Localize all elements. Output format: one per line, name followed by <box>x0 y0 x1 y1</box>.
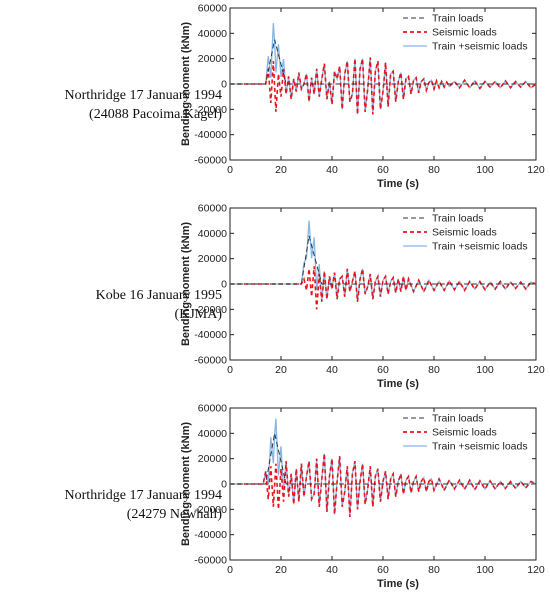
legend: Train loads Seismic loads Train +seismic l… <box>403 13 528 53</box>
chart-panel-1: Northridge 17 January 1994 (24088 Pacoima… <box>65 3 545 191</box>
y-tick-label: 0 <box>221 279 227 291</box>
earthquake-label: Northridge 17 January 1994 (24088 Pacoima… <box>65 88 223 122</box>
legend-label: Train loads <box>432 13 484 25</box>
y-tick-label: -40000 <box>194 529 227 541</box>
x-tick-label: 0 <box>227 564 233 576</box>
y-tick-label: 40000 <box>198 28 227 40</box>
y-axis: 60000 40000 20000 0 -20000 -40000 -60000 <box>194 403 536 567</box>
y-axis-title: Bending moment (kNm) <box>180 422 192 546</box>
y-axis: 60000 40000 20000 0 -20000 -40000 -60000 <box>194 203 536 367</box>
y-axis-title: Bending moment (kNm) <box>180 22 192 146</box>
x-tick-label: 120 <box>527 164 545 176</box>
x-tick-label: 120 <box>527 364 545 376</box>
x-axis-title: Time (s) <box>377 578 419 590</box>
x-tick-label: 0 <box>227 164 233 176</box>
x-tick-label: 20 <box>275 564 287 576</box>
chart-panel-3: Northridge 17 January 1994 (24279 Newhall… <box>65 403 545 591</box>
earthquake-name: Northridge 17 January 1994 <box>65 488 222 503</box>
y-tick-label: 0 <box>221 79 227 91</box>
x-tick-label: 100 <box>476 164 494 176</box>
y-tick-label: 20000 <box>198 453 227 465</box>
y-tick-label: -20000 <box>194 104 227 116</box>
series-line-train <box>230 39 536 85</box>
legend-label: Train +seismic loads <box>432 41 528 53</box>
earthquake-name: Northridge 17 January 1994 <box>65 88 222 103</box>
y-tick-label: 60000 <box>198 403 227 415</box>
y-tick-label: 20000 <box>198 53 227 65</box>
x-tick-label: 100 <box>476 564 494 576</box>
x-tick-label: 60 <box>377 164 389 176</box>
earthquake-station: (24088 Pacoima Kagel) <box>89 107 222 122</box>
legend-label: Train loads <box>432 413 484 425</box>
legend-label: Seismic loads <box>432 427 497 439</box>
y-tick-label: 40000 <box>198 228 227 240</box>
y-tick-label: -60000 <box>194 555 227 567</box>
x-tick-label: 60 <box>377 364 389 376</box>
x-tick-label: 0 <box>227 364 233 376</box>
x-axis: 0 20 40 60 80 100 120 <box>227 408 545 576</box>
y-tick-label: -20000 <box>194 504 227 516</box>
x-tick-label: 100 <box>476 364 494 376</box>
y-tick-label: -40000 <box>194 129 227 141</box>
x-tick-label: 40 <box>326 164 338 176</box>
x-axis: 0 20 40 60 80 100 120 <box>227 208 545 376</box>
y-axis: 60000 40000 20000 0 -20000 -40000 -60000 <box>194 3 536 167</box>
y-axis-title: Bending moment (kNm) <box>180 222 192 346</box>
x-axis: 0 20 40 60 80 100 120 <box>227 8 545 176</box>
earthquake-station: (KJMA) <box>175 307 223 322</box>
x-axis-title: Time (s) <box>377 178 419 190</box>
legend-label: Seismic loads <box>432 227 497 239</box>
earthquake-label: Kobe 16 January 1995 (KJMA) <box>96 288 223 322</box>
y-tick-label: -60000 <box>194 155 227 167</box>
y-tick-label: 40000 <box>198 428 227 440</box>
legend-label: Train +seismic loads <box>432 241 528 253</box>
y-tick-label: -20000 <box>194 304 227 316</box>
y-tick-label: 60000 <box>198 3 227 15</box>
series-line-seismic <box>230 453 537 517</box>
x-tick-label: 80 <box>428 364 440 376</box>
legend-label: Train loads <box>432 213 484 225</box>
legend-label: Train +seismic loads <box>432 441 528 453</box>
y-tick-label: 60000 <box>198 203 227 215</box>
x-tick-label: 20 <box>275 164 287 176</box>
x-axis-title: Time (s) <box>377 378 419 390</box>
x-tick-label: 60 <box>377 564 389 576</box>
legend: Train loads Seismic loads Train +seismic l… <box>403 213 528 253</box>
y-tick-label: 20000 <box>198 253 227 265</box>
y-tick-label: 0 <box>221 479 227 491</box>
chart-panel-2: Kobe 16 January 1995(KJMA)60000400002000… <box>96 203 545 391</box>
legend: Train loads Seismic loads Train +seismic l… <box>403 413 528 453</box>
series-line-seismic <box>230 57 537 115</box>
x-tick-label: 120 <box>527 564 545 576</box>
series-line-seismic <box>230 266 537 310</box>
x-tick-label: 20 <box>275 364 287 376</box>
x-tick-label: 40 <box>326 364 338 376</box>
y-tick-label: -60000 <box>194 355 227 367</box>
series-line-train <box>230 235 536 285</box>
legend-label: Seismic loads <box>432 27 497 39</box>
earthquake-name: Kobe 16 January 1995 <box>96 288 222 303</box>
x-tick-label: 80 <box>428 164 440 176</box>
x-tick-label: 40 <box>326 564 338 576</box>
x-tick-label: 80 <box>428 564 440 576</box>
y-tick-label: -40000 <box>194 329 227 341</box>
earthquake-station: (24279 Newhall) <box>127 507 223 522</box>
earthquake-label: Northridge 17 January 1994 (24279 Newhall… <box>65 488 223 522</box>
